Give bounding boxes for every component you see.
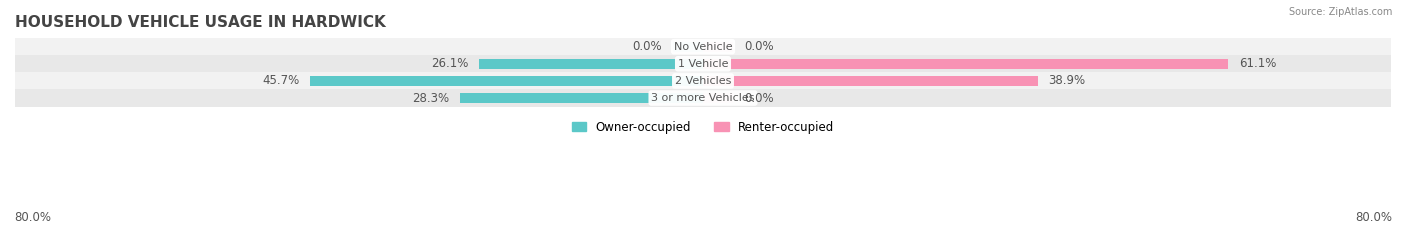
Bar: [0, 55, 1406, 72]
Text: 80.0%: 80.0%: [14, 211, 51, 224]
Text: 38.9%: 38.9%: [1047, 74, 1085, 87]
Text: 0.0%: 0.0%: [744, 92, 773, 105]
Bar: [309, 76, 703, 86]
Text: Source: ZipAtlas.com: Source: ZipAtlas.com: [1288, 7, 1392, 17]
Text: 1 Vehicle: 1 Vehicle: [678, 59, 728, 69]
Bar: [0, 89, 1406, 106]
Text: 3 or more Vehicles: 3 or more Vehicles: [651, 93, 755, 103]
Text: HOUSEHOLD VEHICLE USAGE IN HARDWICK: HOUSEHOLD VEHICLE USAGE IN HARDWICK: [15, 15, 385, 30]
Text: 80.0%: 80.0%: [1355, 211, 1392, 224]
Text: No Vehicle: No Vehicle: [673, 42, 733, 52]
Bar: [703, 41, 733, 52]
Bar: [0, 38, 1406, 55]
Text: 0.0%: 0.0%: [744, 40, 773, 53]
Bar: [460, 93, 703, 103]
Bar: [478, 59, 703, 69]
Text: 2 Vehicles: 2 Vehicles: [675, 76, 731, 86]
Text: 26.1%: 26.1%: [430, 57, 468, 70]
Bar: [673, 41, 703, 52]
Bar: [703, 59, 1229, 69]
Bar: [703, 76, 1038, 86]
Bar: [703, 93, 733, 103]
Text: 28.3%: 28.3%: [412, 92, 450, 105]
Text: 61.1%: 61.1%: [1239, 57, 1277, 70]
Text: 45.7%: 45.7%: [263, 74, 299, 87]
Bar: [0, 72, 1406, 89]
Text: 0.0%: 0.0%: [633, 40, 662, 53]
Legend: Owner-occupied, Renter-occupied: Owner-occupied, Renter-occupied: [567, 116, 839, 138]
